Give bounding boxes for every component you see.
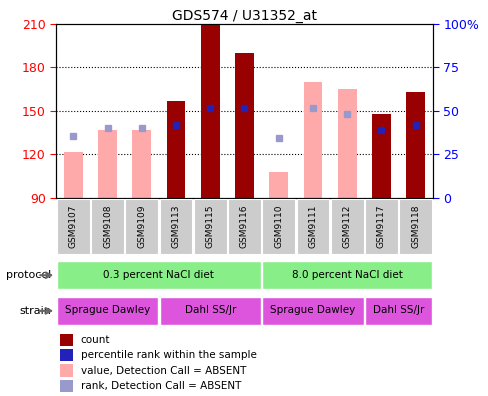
Bar: [262, 261, 431, 289]
Bar: [166, 101, 185, 198]
Bar: [60, 380, 73, 392]
Bar: [125, 199, 158, 254]
Text: GSM9110: GSM9110: [274, 205, 283, 248]
Text: count: count: [81, 335, 110, 345]
Bar: [262, 199, 295, 254]
Text: GSM9116: GSM9116: [240, 205, 248, 248]
Bar: [406, 92, 424, 198]
Bar: [57, 261, 261, 289]
Bar: [227, 199, 261, 254]
Text: strain: strain: [19, 306, 51, 316]
Bar: [371, 114, 390, 198]
Text: GSM9111: GSM9111: [308, 205, 317, 248]
Text: GSM9112: GSM9112: [342, 205, 351, 248]
Text: Dahl SS/Jr: Dahl SS/Jr: [184, 305, 236, 315]
Bar: [269, 172, 287, 198]
Bar: [159, 199, 192, 254]
Bar: [57, 199, 90, 254]
Bar: [235, 53, 253, 198]
Title: GDS574 / U31352_at: GDS574 / U31352_at: [172, 9, 316, 23]
Bar: [159, 297, 261, 325]
Text: 0.3 percent NaCl diet: 0.3 percent NaCl diet: [103, 270, 214, 280]
Bar: [64, 152, 82, 198]
Text: value, Detection Call = ABSENT: value, Detection Call = ABSENT: [81, 366, 245, 375]
Bar: [398, 199, 431, 254]
Bar: [262, 297, 363, 325]
Text: GSM9108: GSM9108: [103, 205, 112, 248]
Bar: [57, 297, 158, 325]
Bar: [193, 199, 226, 254]
Bar: [60, 364, 73, 377]
Bar: [337, 89, 356, 198]
Bar: [303, 82, 322, 198]
Bar: [91, 199, 124, 254]
Text: percentile rank within the sample: percentile rank within the sample: [81, 350, 256, 360]
Bar: [132, 130, 151, 198]
Bar: [98, 130, 117, 198]
Bar: [364, 199, 397, 254]
Text: rank, Detection Call = ABSENT: rank, Detection Call = ABSENT: [81, 381, 241, 391]
Text: GSM9117: GSM9117: [376, 205, 385, 248]
Text: GSM9113: GSM9113: [171, 205, 180, 248]
Text: Sprague Dawley: Sprague Dawley: [270, 305, 355, 315]
Text: GSM9109: GSM9109: [137, 205, 146, 248]
Text: GSM9107: GSM9107: [69, 205, 78, 248]
Text: GSM9118: GSM9118: [410, 205, 419, 248]
Bar: [330, 199, 363, 254]
Bar: [364, 297, 431, 325]
Bar: [60, 334, 73, 346]
Text: protocol: protocol: [6, 270, 51, 280]
Bar: [60, 349, 73, 361]
Text: 8.0 percent NaCl diet: 8.0 percent NaCl diet: [291, 270, 402, 280]
Bar: [296, 199, 329, 254]
Text: GSM9115: GSM9115: [205, 205, 214, 248]
Text: Dahl SS/Jr: Dahl SS/Jr: [372, 305, 424, 315]
Bar: [201, 24, 219, 198]
Text: Sprague Dawley: Sprague Dawley: [65, 305, 150, 315]
